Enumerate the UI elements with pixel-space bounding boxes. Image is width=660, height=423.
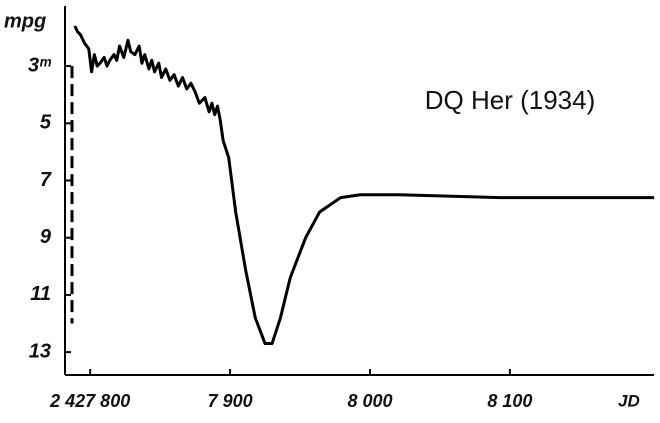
x-tick-label: 8 000: [347, 391, 392, 411]
annotation: DQ Her (1934): [425, 85, 596, 115]
x-tick-label: 8 100: [487, 391, 532, 411]
y-tick-label: 3ᵐ: [28, 54, 51, 76]
y-tick-label: 5: [40, 112, 52, 134]
x-tick-label: 2 427 800: [49, 391, 130, 411]
y-axis-label: mpg: [4, 10, 46, 32]
y-tick-label: 7: [40, 169, 52, 191]
light-curve: [73, 25, 654, 346]
x-axis-label: JD: [618, 391, 640, 410]
x-tick-label: 7 900: [208, 391, 253, 411]
y-tick-label: 13: [29, 340, 51, 362]
y-tick-label: 9: [40, 226, 52, 248]
y-tick-label: 11: [30, 283, 51, 305]
